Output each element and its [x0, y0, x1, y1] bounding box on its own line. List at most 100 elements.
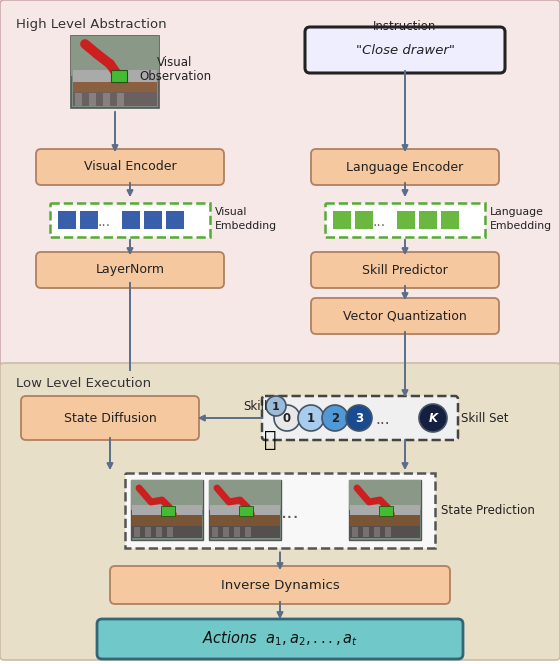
Text: Low Level Execution: Low Level Execution — [16, 377, 151, 390]
Bar — [134, 527, 140, 537]
Text: 2: 2 — [331, 412, 339, 425]
Text: 3: 3 — [355, 412, 363, 425]
FancyBboxPatch shape — [50, 203, 210, 237]
Bar — [71, 36, 159, 108]
Bar — [210, 526, 280, 538]
Bar — [210, 510, 280, 538]
FancyBboxPatch shape — [305, 27, 505, 73]
Bar — [223, 527, 229, 537]
Text: 1: 1 — [272, 402, 280, 412]
Bar — [239, 506, 253, 516]
FancyBboxPatch shape — [311, 298, 499, 334]
FancyBboxPatch shape — [97, 619, 463, 659]
FancyBboxPatch shape — [325, 203, 485, 237]
Bar — [75, 93, 82, 106]
Bar — [355, 211, 373, 229]
Bar — [333, 211, 351, 229]
Bar — [350, 505, 420, 515]
Circle shape — [322, 405, 348, 431]
Text: LayerNorm: LayerNorm — [96, 264, 165, 276]
Bar — [58, 211, 76, 229]
Text: Skill: Skill — [243, 400, 267, 412]
Text: Skill Set: Skill Set — [461, 412, 508, 424]
Text: Language: Language — [490, 207, 544, 217]
Bar — [156, 527, 162, 537]
Text: ...: ... — [372, 215, 386, 229]
Text: ...: ... — [376, 412, 390, 426]
Bar — [122, 211, 140, 229]
Bar — [71, 36, 159, 76]
Bar — [212, 527, 218, 537]
Bar — [111, 70, 127, 82]
FancyBboxPatch shape — [36, 252, 224, 288]
Circle shape — [298, 405, 324, 431]
Text: 🔥: 🔥 — [264, 430, 276, 450]
Text: "Close drawer": "Close drawer" — [356, 44, 455, 56]
FancyBboxPatch shape — [21, 396, 199, 440]
Bar — [385, 527, 391, 537]
Bar — [131, 480, 203, 540]
FancyBboxPatch shape — [262, 396, 458, 440]
Bar — [352, 527, 358, 537]
Text: Visual: Visual — [157, 56, 193, 68]
Circle shape — [274, 405, 300, 431]
Bar — [73, 70, 157, 82]
Text: High Level Abstraction: High Level Abstraction — [16, 18, 167, 31]
Bar — [132, 505, 202, 515]
Bar — [161, 506, 175, 516]
Bar — [117, 93, 124, 106]
Text: Inverse Dynamics: Inverse Dynamics — [221, 578, 339, 592]
Bar — [379, 506, 393, 516]
Text: Visual Encoder: Visual Encoder — [83, 161, 176, 173]
Circle shape — [419, 404, 447, 432]
Text: K: K — [428, 412, 437, 425]
Bar — [363, 527, 369, 537]
Text: State Diffusion: State Diffusion — [64, 412, 156, 424]
Bar — [132, 526, 202, 538]
Bar — [89, 93, 96, 106]
Text: Vector Quantization: Vector Quantization — [343, 309, 467, 323]
Bar — [145, 527, 151, 537]
Text: $\mathit{Actions}$  $a_1, a_2, ..., a_t$: $\mathit{Actions}$ $a_1, a_2, ..., a_t$ — [202, 629, 358, 648]
Bar — [209, 480, 281, 510]
Bar — [132, 510, 202, 538]
Text: 0: 0 — [283, 412, 291, 425]
Text: Embedding: Embedding — [490, 221, 552, 231]
Bar — [234, 527, 240, 537]
Bar — [166, 211, 184, 229]
Bar — [419, 211, 437, 229]
Bar — [397, 211, 415, 229]
Text: Skill Predictor: Skill Predictor — [362, 264, 448, 276]
Bar — [73, 74, 157, 105]
Circle shape — [266, 396, 286, 416]
Bar — [349, 480, 421, 540]
Text: ...: ... — [281, 503, 300, 521]
Bar — [209, 480, 281, 540]
FancyBboxPatch shape — [0, 363, 560, 660]
Bar — [73, 92, 157, 106]
FancyBboxPatch shape — [110, 566, 450, 604]
Text: State Prediction: State Prediction — [441, 503, 535, 517]
Bar — [210, 505, 280, 515]
Bar — [350, 526, 420, 538]
Bar — [374, 527, 380, 537]
FancyBboxPatch shape — [311, 252, 499, 288]
FancyBboxPatch shape — [125, 473, 435, 548]
Bar — [350, 510, 420, 538]
FancyBboxPatch shape — [36, 149, 224, 185]
Circle shape — [346, 405, 372, 431]
Text: Visual: Visual — [215, 207, 248, 217]
FancyBboxPatch shape — [0, 0, 560, 365]
Bar — [144, 211, 162, 229]
Bar — [103, 93, 110, 106]
Bar — [80, 211, 98, 229]
Bar — [131, 480, 203, 510]
Text: 1: 1 — [307, 412, 315, 425]
Text: Embedding: Embedding — [215, 221, 277, 231]
Text: Observation: Observation — [139, 70, 211, 82]
Text: Instruction: Instruction — [374, 20, 437, 33]
Bar — [441, 211, 459, 229]
Text: Language Encoder: Language Encoder — [347, 161, 464, 173]
Bar — [167, 527, 173, 537]
Bar — [349, 480, 421, 510]
